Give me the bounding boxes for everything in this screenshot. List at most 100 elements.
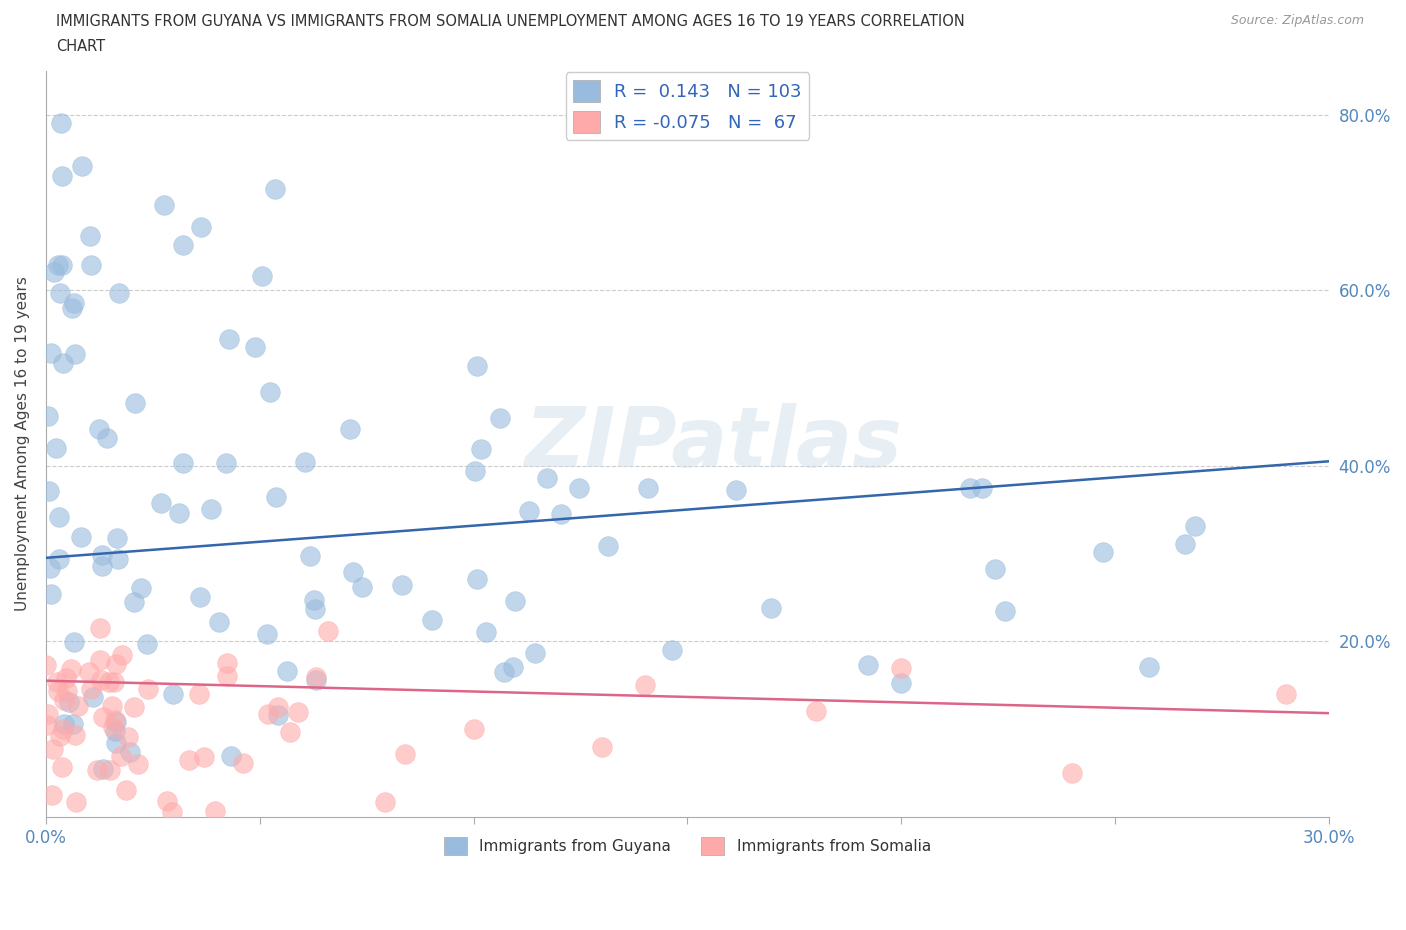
Point [60, 661, 83, 676]
Point [129, 580, 152, 595]
Point [1062, 765, 1084, 780]
Point [494, 665, 516, 680]
Point [89, 621, 111, 636]
Point [63, 347, 86, 362]
Point [35, 658, 58, 672]
Point [51, 168, 73, 183]
Point [503, 593, 526, 608]
Point [115, 782, 138, 797]
Legend: Immigrants from Guyana, Immigrants from Somalia: Immigrants from Guyana, Immigrants from … [437, 830, 936, 861]
Point [48, 551, 70, 566]
Point [488, 410, 510, 425]
Point [79, 258, 101, 272]
Text: CHART: CHART [56, 39, 105, 54]
Point [48, 510, 70, 525]
Point [103, 719, 125, 734]
Point [37, 707, 59, 722]
Point [104, 724, 127, 738]
Point [465, 359, 488, 374]
Point [394, 747, 416, 762]
Point [523, 646, 546, 661]
Point [97, 675, 120, 690]
Point [96, 431, 118, 445]
Point [117, 730, 139, 745]
Point [103, 675, 125, 690]
Point [304, 672, 326, 687]
Point [298, 549, 321, 564]
Point [637, 481, 659, 496]
Point [276, 663, 298, 678]
Point [463, 722, 485, 737]
Point [62, 300, 84, 315]
Point [79, 665, 101, 680]
Point [63, 296, 86, 311]
Point [52, 692, 75, 707]
Point [218, 332, 240, 347]
Point [257, 707, 280, 722]
Point [591, 739, 613, 754]
Point [86, 763, 108, 777]
Text: Source: ZipAtlas.com: Source: ZipAtlas.com [1230, 14, 1364, 27]
Point [633, 678, 655, 693]
Point [65, 727, 87, 742]
Point [596, 538, 619, 553]
Point [118, 745, 141, 760]
Point [263, 181, 285, 196]
Point [52, 722, 75, 737]
Point [66, 698, 89, 713]
Point [167, 506, 190, 521]
Point [215, 669, 238, 684]
Point [256, 627, 278, 642]
Point [63, 634, 86, 649]
Point [215, 456, 238, 471]
Point [172, 456, 194, 471]
Point [42, 265, 65, 280]
Point [550, 507, 572, 522]
Point [970, 481, 993, 496]
Point [53, 716, 76, 731]
Point [104, 712, 127, 727]
Point [127, 757, 149, 772]
Point [568, 481, 591, 496]
Point [52, 355, 75, 370]
Point [38, 484, 60, 498]
Point [470, 442, 492, 457]
Point [465, 572, 488, 587]
Point [110, 648, 132, 663]
Point [1137, 659, 1160, 674]
Point [104, 657, 127, 671]
Point [250, 268, 273, 283]
Point [122, 699, 145, 714]
Point [105, 715, 128, 730]
Point [190, 590, 212, 604]
Point [200, 501, 222, 516]
Point [79, 229, 101, 244]
Point [217, 656, 239, 671]
Point [725, 483, 748, 498]
Point [219, 749, 242, 764]
Point [160, 804, 183, 819]
Point [890, 675, 912, 690]
Point [204, 804, 226, 818]
Point [984, 562, 1007, 577]
Point [80, 682, 103, 697]
Point [302, 592, 325, 607]
Point [475, 625, 498, 640]
Point [278, 724, 301, 739]
Point [39, 346, 62, 361]
Point [245, 339, 267, 354]
Point [761, 601, 783, 616]
Point [98, 763, 121, 777]
Point [136, 682, 159, 697]
Point [156, 794, 179, 809]
Point [661, 643, 683, 658]
Point [1174, 537, 1197, 551]
Point [82, 689, 104, 704]
Point [38, 561, 60, 576]
Text: ZIPatlas: ZIPatlas [524, 404, 903, 485]
Point [124, 396, 146, 411]
Point [1091, 545, 1114, 560]
Point [352, 579, 374, 594]
Point [35, 718, 58, 733]
Point [294, 455, 316, 470]
